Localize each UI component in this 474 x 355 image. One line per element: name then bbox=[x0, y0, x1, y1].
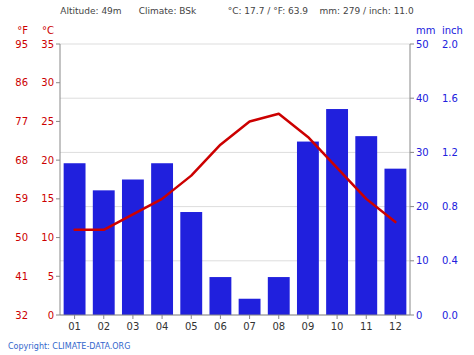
y-tick-label: 30 bbox=[41, 77, 54, 88]
x-tick bbox=[132, 315, 133, 319]
bar bbox=[326, 109, 348, 315]
bar bbox=[93, 190, 115, 315]
y3-label: °F bbox=[17, 25, 28, 36]
y-tick-label: 15 bbox=[41, 193, 54, 204]
y-tick-label: 10 bbox=[41, 232, 54, 243]
x-axis-line bbox=[60, 315, 410, 316]
x-tick-label: 04 bbox=[156, 321, 169, 332]
y3-tick-label: 50 bbox=[15, 232, 28, 243]
bar bbox=[297, 142, 319, 315]
y4-tick-label: 0.8 bbox=[442, 201, 458, 212]
y2-tick-label: 40 bbox=[416, 93, 429, 104]
grid-line bbox=[60, 315, 410, 316]
y2-tick-label: 50 bbox=[416, 39, 429, 50]
x-tick bbox=[307, 315, 308, 319]
y-tick bbox=[56, 121, 60, 122]
x-tick bbox=[74, 315, 75, 319]
y-tick-label: 5 bbox=[48, 271, 54, 282]
chart: Altitude: 49m Climate: BSk °C: 17.7 / °F… bbox=[0, 0, 474, 355]
x-tick bbox=[337, 315, 338, 319]
y2-tick-label: 20 bbox=[416, 201, 429, 212]
y2-tick-label: 0 bbox=[416, 310, 422, 321]
y4-label: inch bbox=[442, 25, 463, 36]
y4-tick-label: 2.0 bbox=[442, 39, 458, 50]
temperature-line bbox=[75, 114, 396, 230]
bar bbox=[64, 163, 86, 315]
bar bbox=[355, 136, 377, 315]
x-tick-label: 03 bbox=[127, 321, 140, 332]
bar bbox=[209, 277, 231, 315]
subtitle: Altitude: 49m Climate: BSk °C: 17.7 / °F… bbox=[60, 6, 414, 16]
x-tick bbox=[249, 315, 250, 319]
y2-axis-line bbox=[410, 44, 411, 315]
y-tick bbox=[56, 276, 60, 277]
y-tick bbox=[56, 160, 60, 161]
y-tick bbox=[56, 237, 60, 238]
x-tick-label: 07 bbox=[243, 321, 256, 332]
y2-label: mm bbox=[416, 25, 435, 36]
y-tick-label: 20 bbox=[41, 155, 54, 166]
y2-tick bbox=[410, 315, 414, 316]
y3-tick-label: 32 bbox=[15, 310, 28, 321]
y3-tick-label: 68 bbox=[15, 155, 28, 166]
plot-area bbox=[64, 109, 407, 315]
x-tick bbox=[278, 315, 279, 319]
y4-tick-label: 0.4 bbox=[442, 255, 458, 266]
x-tick bbox=[366, 315, 367, 319]
x-tick-label: 06 bbox=[214, 321, 227, 332]
y2-tick-label: 10 bbox=[416, 255, 429, 266]
y3-tick-label: 77 bbox=[15, 116, 28, 127]
y-tick-label: 25 bbox=[41, 116, 54, 127]
x-tick-label: 11 bbox=[360, 321, 373, 332]
x-tick bbox=[395, 315, 396, 319]
y3-tick-label: 59 bbox=[15, 193, 28, 204]
x-tick-label: 01 bbox=[68, 321, 81, 332]
y2-tick bbox=[410, 206, 414, 207]
y4-tick-label: 1.6 bbox=[442, 93, 458, 104]
y-label: °C bbox=[42, 25, 54, 36]
y-tick bbox=[56, 198, 60, 199]
x-tick-label: 08 bbox=[272, 321, 285, 332]
y4-tick-label: 0.0 bbox=[442, 310, 458, 321]
y3-tick-label: 86 bbox=[15, 77, 28, 88]
y-tick-label: 0 bbox=[48, 310, 54, 321]
y-tick bbox=[56, 315, 60, 316]
x-tick bbox=[191, 315, 192, 319]
y2-tick bbox=[410, 44, 414, 45]
copyright: Copyright: CLIMATE-DATA.ORG bbox=[8, 342, 130, 351]
y2-tick bbox=[410, 152, 414, 153]
y-tick bbox=[56, 82, 60, 83]
y3-tick-label: 41 bbox=[15, 271, 28, 282]
x-tick-label: 12 bbox=[389, 321, 402, 332]
x-tick-label: 10 bbox=[331, 321, 344, 332]
bar bbox=[239, 299, 261, 315]
x-tick bbox=[220, 315, 221, 319]
bar bbox=[122, 180, 144, 316]
y2-tick-label: 30 bbox=[416, 147, 429, 158]
x-tick-label: 09 bbox=[302, 321, 315, 332]
y3-tick-label: 95 bbox=[15, 39, 28, 50]
bar bbox=[268, 277, 290, 315]
y2-tick bbox=[410, 98, 414, 99]
x-tick bbox=[103, 315, 104, 319]
x-tick bbox=[162, 315, 163, 319]
y-axis-line bbox=[60, 44, 61, 315]
y-tick bbox=[56, 44, 60, 45]
x-tick-label: 02 bbox=[97, 321, 110, 332]
y4-tick-label: 1.2 bbox=[442, 147, 458, 158]
grid-line bbox=[60, 98, 410, 99]
x-tick-label: 05 bbox=[185, 321, 198, 332]
y-tick-label: 35 bbox=[41, 39, 54, 50]
y2-tick bbox=[410, 260, 414, 261]
grid-line bbox=[60, 44, 410, 45]
bar bbox=[384, 169, 406, 315]
bar bbox=[151, 163, 173, 315]
bar bbox=[180, 212, 202, 315]
